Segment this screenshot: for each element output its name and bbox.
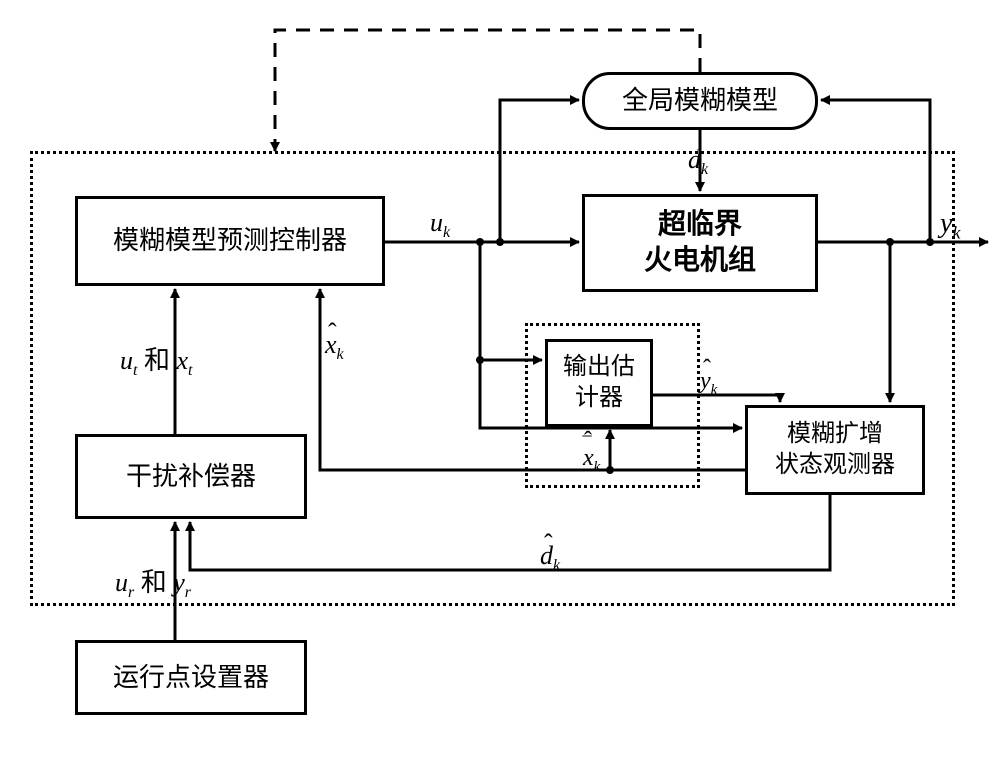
supercritical-unit-block: 超临界 火电机组 xyxy=(582,194,818,292)
fuzzy-ext-observer-label: 模糊扩增 状态观测器 xyxy=(775,419,895,481)
xk-hat-bar-label: ˆ‾xk xyxy=(583,445,600,476)
ur-yr-label: ur 和 yr xyxy=(115,562,191,602)
dk-hat-label: ˆdk xyxy=(540,541,560,575)
output-estimator-label: 输出估 计器 xyxy=(563,352,635,414)
global-fuzzy-model-label: 全局模糊模型 xyxy=(622,84,778,118)
ut-xt-label: ut 和 xt xyxy=(120,340,192,380)
output-estimator-block: 输出估 计器 xyxy=(545,339,653,427)
fuzzy-mpc-label: 模糊模型预测控制器 xyxy=(113,224,347,258)
fuzzy-mpc-block: 模糊模型预测控制器 xyxy=(75,196,385,286)
fuzzy-ext-observer-block: 模糊扩增 状态观测器 xyxy=(745,405,925,495)
yk-label: yk xyxy=(940,208,960,244)
yk-hat-label: ˆyk xyxy=(700,368,717,399)
global-fuzzy-model-block: 全局模糊模型 xyxy=(582,72,818,130)
operating-point-setter-label: 运行点设置器 xyxy=(113,661,269,695)
operating-point-setter-block: 运行点设置器 xyxy=(75,640,307,715)
disturbance-comp-block: 干扰补偿器 xyxy=(75,434,307,519)
dk-label: dk xyxy=(688,145,708,179)
supercritical-unit-label: 超临界 火电机组 xyxy=(644,207,756,280)
uk-label: uk xyxy=(430,208,450,242)
xk-hat-label: ˆxk xyxy=(325,330,344,364)
disturbance-comp-label: 干扰补偿器 xyxy=(126,460,256,494)
